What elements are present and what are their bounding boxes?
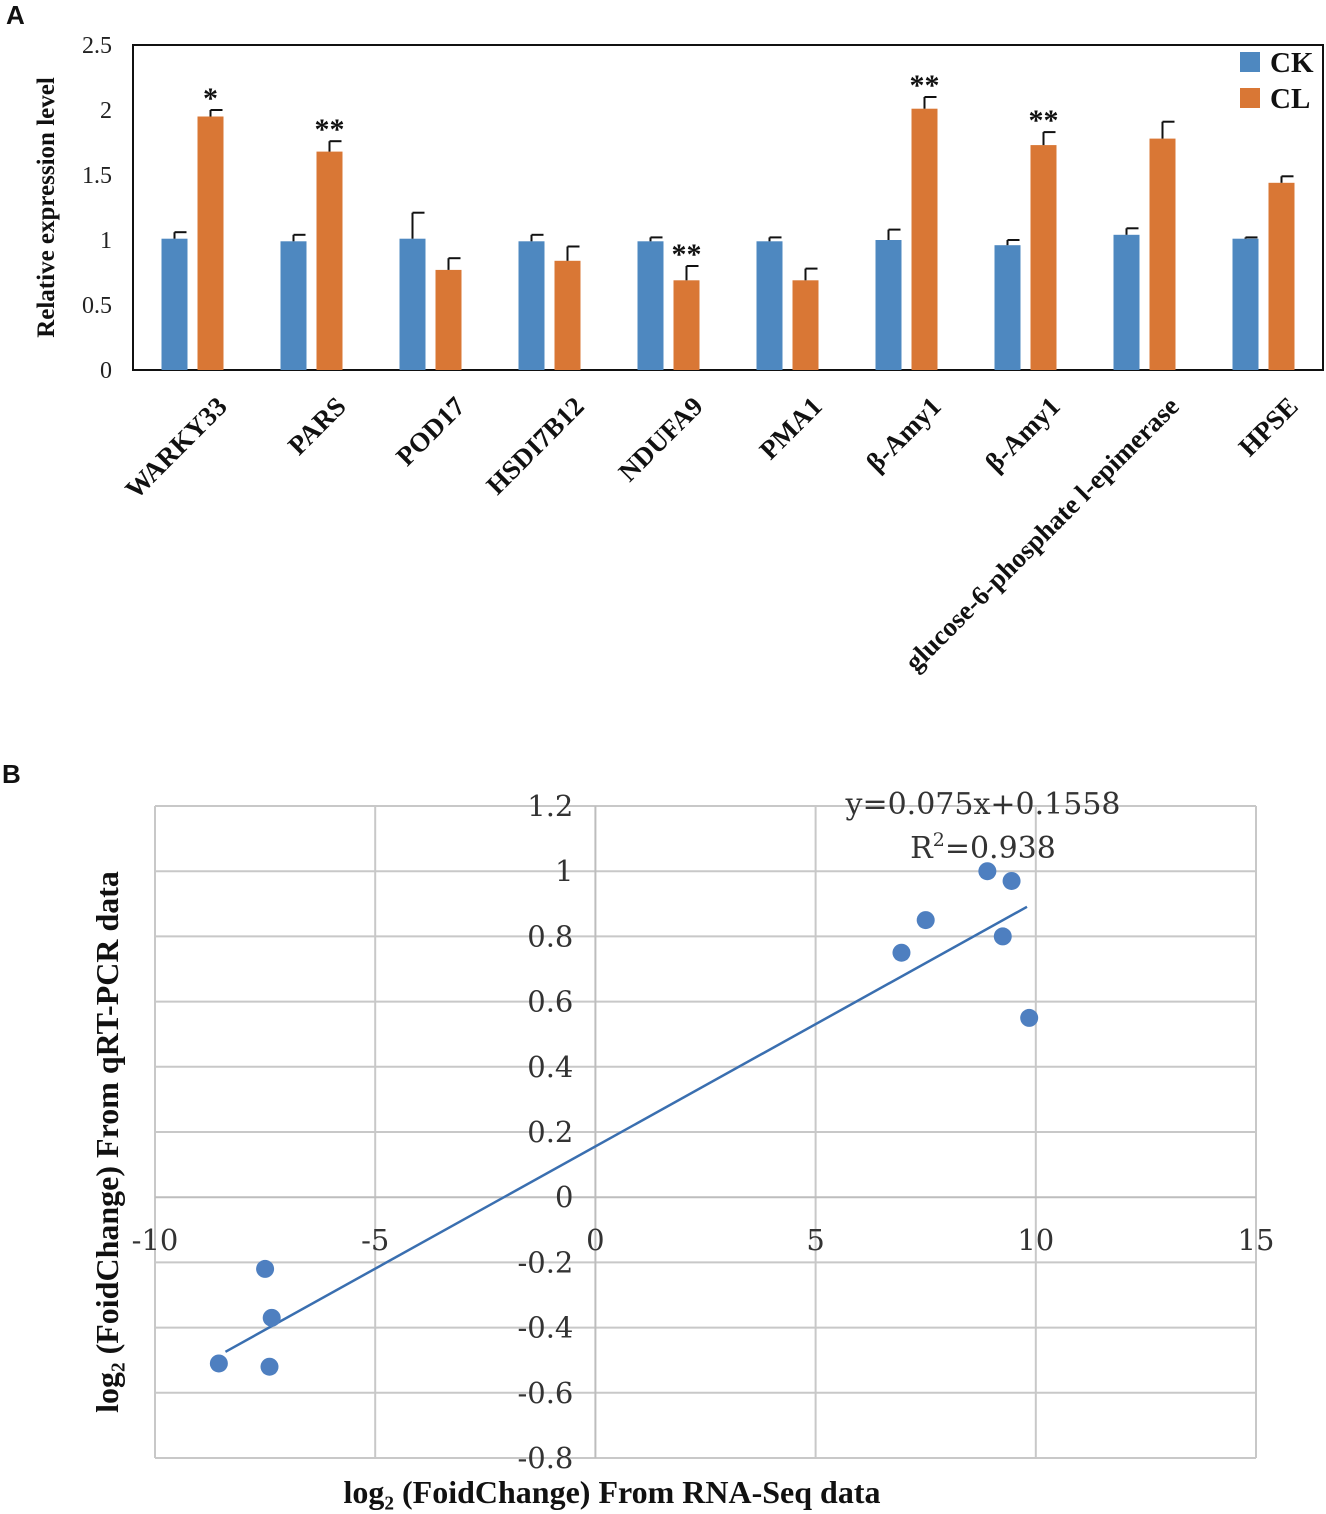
- y-tick-label: 0.4: [527, 1050, 573, 1084]
- cl-bar: [673, 280, 700, 370]
- ck-bar: [875, 240, 902, 370]
- data-point: [892, 943, 911, 962]
- y-tick-label: 2: [100, 98, 112, 124]
- y-tick-label: 1: [555, 854, 573, 888]
- category-label: β-Amy1: [860, 391, 946, 477]
- data-point: [256, 1259, 275, 1278]
- data-point: [209, 1354, 228, 1373]
- data-point: [978, 862, 997, 881]
- ck-bar: [637, 241, 664, 370]
- panel-label-b: B: [2, 759, 21, 789]
- x-tick-label: -10: [132, 1223, 179, 1257]
- category-label: PMA1: [754, 391, 828, 465]
- data-point: [1020, 1008, 1039, 1027]
- category-label: HSDI7B12: [480, 391, 589, 500]
- legend-label-ck: CK: [1270, 47, 1314, 79]
- y-tick-label: 1: [100, 228, 112, 254]
- ck-bar: [1232, 238, 1259, 370]
- category-label: β-Amy1: [979, 391, 1065, 477]
- cl-bar: [435, 269, 462, 370]
- data-point: [993, 927, 1012, 946]
- significance-marker: **: [910, 69, 940, 102]
- cl-bar: [316, 151, 343, 370]
- y-tick-label: -0.4: [517, 1311, 573, 1345]
- y-tick-label: 0.6: [527, 985, 573, 1019]
- ck-bar: [399, 238, 426, 370]
- data-point: [916, 911, 935, 930]
- y-tick-label: 0: [100, 358, 112, 384]
- ck-bar: [756, 241, 783, 370]
- scatter-chart-panel: -0.8 -0.6 -0.4 -0.2 0 0.2 0.4 0.6 0.8 1 1.2 -10 -5 0 5…: [89, 787, 1274, 1510]
- y-tick-label: 1.5: [82, 163, 112, 189]
- ck-bar: [280, 241, 307, 370]
- data-point: [262, 1308, 281, 1327]
- cl-bar: [197, 116, 224, 370]
- legend-swatch-ck: [1240, 52, 1260, 72]
- y-tick-label: 0: [555, 1180, 573, 1214]
- y-tick-label: -0.8: [517, 1441, 573, 1475]
- trendline: [224, 905, 1028, 1353]
- category-label: HPSE: [1233, 391, 1304, 462]
- significance-marker: **: [672, 238, 702, 271]
- y-axis-label: Relative expression level: [33, 77, 60, 338]
- category-label: PARS: [282, 391, 352, 461]
- data-point: [1002, 871, 1021, 890]
- category-label: WARKY33: [119, 391, 233, 505]
- significance-marker: **: [315, 113, 345, 146]
- y-axis-title: log₂ (FoidChange) From qRT-PCR data: [89, 871, 125, 1413]
- ck-bar: [1113, 234, 1140, 370]
- y-tick-label: 0.5: [82, 293, 112, 319]
- r-squared-label: R2=0.938: [910, 829, 1056, 866]
- y-tick-label: 0.8: [527, 919, 573, 953]
- significance-marker: *: [203, 82, 218, 115]
- cl-bar: [554, 260, 581, 370]
- legend-label-cl: CL: [1270, 83, 1310, 115]
- cl-bar: [1149, 138, 1176, 370]
- cl-bar: [792, 280, 819, 370]
- x-tick-label: 0: [586, 1223, 604, 1257]
- y-tick-label: 2.5: [82, 33, 112, 59]
- ck-bar: [518, 241, 545, 370]
- plot-frame: [132, 44, 1324, 371]
- category-label: POD17: [390, 391, 471, 472]
- cl-bar: [1268, 182, 1295, 370]
- x-tick-label: 5: [806, 1223, 824, 1257]
- data-point: [260, 1357, 279, 1376]
- x-tick-label: 10: [1017, 1223, 1054, 1257]
- x-tick-label: 15: [1238, 1223, 1275, 1257]
- category-label: NDUFA9: [613, 391, 709, 487]
- cl-bar: [1030, 145, 1057, 370]
- trendline-equation: y=0.075x+0.1558: [845, 787, 1121, 822]
- legend-swatch-cl: [1240, 88, 1260, 108]
- cl-bar: [911, 108, 938, 370]
- ck-bar: [994, 245, 1021, 370]
- y-tick-label: -0.2: [517, 1245, 573, 1279]
- ck-bar: [161, 238, 188, 370]
- x-axis-title: log₂ (FoidChange) From RNA-Seq data: [344, 1474, 881, 1510]
- significance-marker: **: [1029, 104, 1059, 137]
- panel-label-a: A: [6, 0, 25, 30]
- y-tick-label: 1.2: [527, 789, 573, 823]
- y-tick-label: -0.6: [517, 1376, 573, 1410]
- y-tick-label: 0.2: [527, 1115, 573, 1149]
- x-tick-label: -5: [361, 1223, 389, 1257]
